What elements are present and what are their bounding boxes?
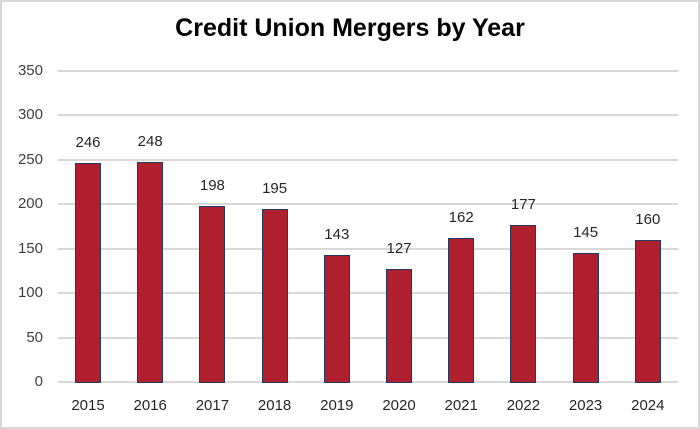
bar-2018	[261, 208, 288, 383]
y-axis-tick-label: 250	[17, 150, 43, 168]
x-axis-tick-label: 2020	[382, 397, 416, 414]
data-label: 248	[137, 132, 163, 150]
data-label: 246	[75, 134, 101, 152]
y-axis-tick-label: 150	[17, 239, 43, 257]
x-axis-tick-label: 2023	[568, 397, 603, 414]
chart-title: Credit Union Mergers by Year	[175, 14, 525, 42]
gridline	[58, 381, 678, 383]
gridline	[58, 114, 678, 117]
y-axis-tick-label: 300	[17, 106, 43, 124]
y-axis-tick-label: 100	[17, 284, 43, 302]
gridline	[58, 158, 678, 161]
x-axis-tick-label: 2024	[631, 397, 665, 414]
data-label: 143	[324, 225, 350, 243]
x-axis-tick-label: 2017	[195, 397, 230, 414]
gridline	[58, 203, 678, 206]
x-axis-tick-label: 2021	[444, 397, 478, 414]
data-label: 160	[635, 210, 661, 228]
bar-2022	[510, 224, 537, 383]
bar-2017	[199, 206, 226, 383]
data-label: 162	[448, 209, 474, 227]
bar-2024	[634, 239, 661, 383]
x-axis-tick-label: 2022	[506, 397, 541, 414]
bar-2016	[137, 161, 164, 383]
data-label: 198	[199, 177, 225, 195]
bar-2021	[448, 238, 475, 383]
gridline	[58, 336, 678, 339]
data-label: 177	[510, 195, 536, 213]
x-axis-tick-label: 2018	[257, 397, 292, 414]
x-axis-tick-label: 2019	[320, 397, 354, 414]
bar-2020	[386, 269, 412, 383]
bar-2015	[75, 163, 101, 383]
y-axis-tick-label: 350	[17, 62, 43, 79]
y-axis-tick-label: 50	[26, 328, 43, 346]
x-axis-tick-label: 2016	[133, 397, 167, 414]
data-label: 145	[573, 224, 599, 242]
data-label: 127	[386, 240, 412, 258]
gridline	[58, 292, 678, 295]
y-axis-tick-label: 0	[34, 373, 43, 390]
gridline	[58, 247, 678, 250]
bar-2023	[572, 253, 599, 383]
data-label: 195	[262, 179, 288, 197]
y-axis-tick-label: 200	[17, 195, 43, 213]
gridline	[58, 70, 678, 72]
x-axis-tick-label: 2015	[71, 397, 105, 414]
bar-2019	[323, 254, 350, 383]
